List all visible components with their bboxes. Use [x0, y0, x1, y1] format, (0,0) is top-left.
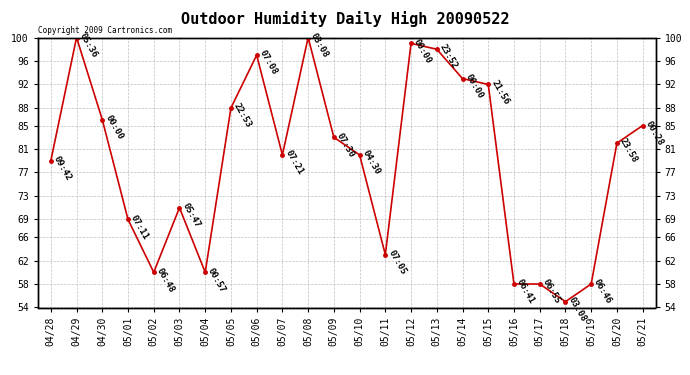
Text: 00:00: 00:00 — [464, 72, 485, 100]
Text: 06:48: 06:48 — [155, 266, 176, 294]
Text: 00:00: 00:00 — [412, 37, 433, 65]
Text: 00:28: 00:28 — [644, 119, 665, 147]
Text: 06:55: 06:55 — [541, 278, 562, 306]
Text: 21:56: 21:56 — [489, 78, 511, 106]
Text: 00:00: 00:00 — [104, 113, 125, 141]
Text: 22:53: 22:53 — [232, 102, 253, 129]
Text: 03:08: 03:08 — [566, 296, 588, 323]
Text: 07:30: 07:30 — [335, 131, 356, 159]
Text: 03:08: 03:08 — [309, 31, 331, 59]
Text: 04:30: 04:30 — [361, 148, 382, 176]
Text: 07:05: 07:05 — [386, 248, 408, 276]
Text: 23:58: 23:58 — [618, 137, 639, 165]
Text: 00:57: 00:57 — [206, 266, 228, 294]
Text: 05:47: 05:47 — [181, 201, 201, 229]
Text: 07:11: 07:11 — [129, 213, 150, 241]
Text: 07:08: 07:08 — [257, 49, 279, 76]
Text: 07:21: 07:21 — [284, 148, 305, 176]
Text: Copyright 2009 Cartronics.com: Copyright 2009 Cartronics.com — [38, 26, 172, 35]
Text: Outdoor Humidity Daily High 20090522: Outdoor Humidity Daily High 20090522 — [181, 11, 509, 27]
Text: 23:52: 23:52 — [438, 43, 459, 71]
Text: 05:36: 05:36 — [77, 31, 99, 59]
Text: 09:42: 09:42 — [52, 154, 73, 182]
Text: 06:46: 06:46 — [592, 278, 613, 306]
Text: 06:41: 06:41 — [515, 278, 536, 306]
